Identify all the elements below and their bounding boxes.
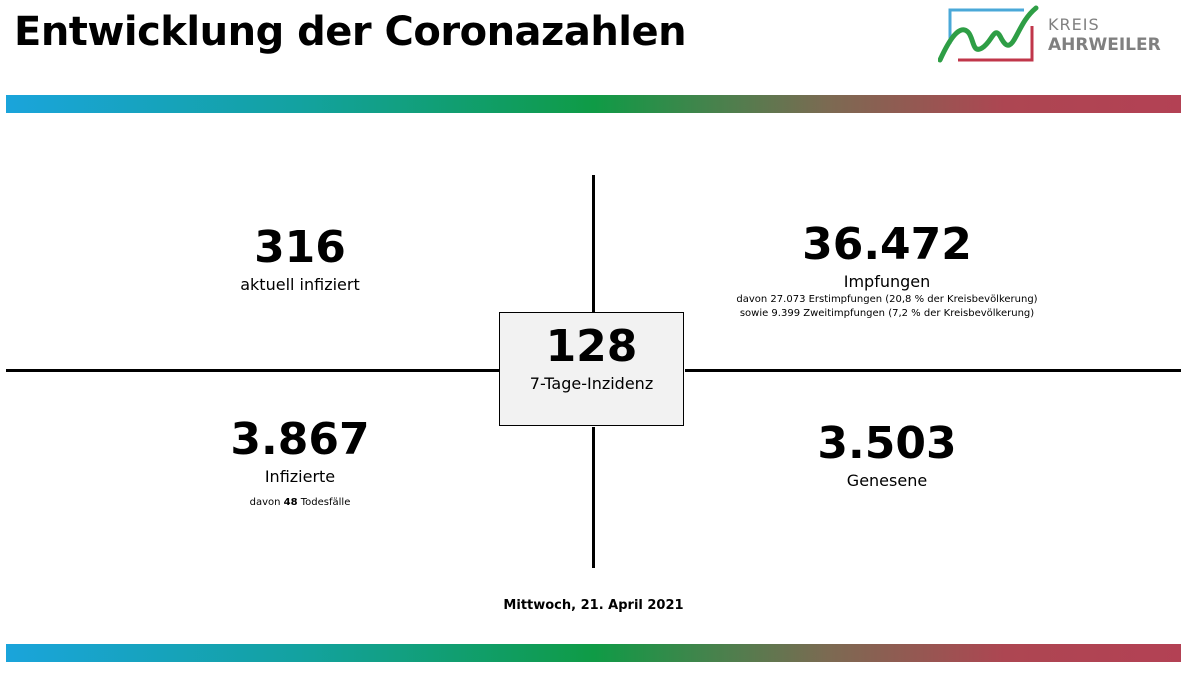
kreis-ahrweiler-logo: KREIS AHRWEILER xyxy=(938,4,1178,64)
report-date: Mittwoch, 21. April 2021 xyxy=(503,598,684,613)
logo-mark-icon xyxy=(938,5,1039,63)
infected-value: 3.867 xyxy=(230,414,370,465)
page-title: Entwicklung der Coronazahlen xyxy=(14,9,687,55)
incidence-label: 7-Tage-Inzidenz xyxy=(529,374,654,393)
vaccinations-label: Impfungen xyxy=(843,272,931,291)
incidence-box: 128 7-Tage-Inzidenz xyxy=(499,312,684,426)
horizontal-divider-right xyxy=(685,369,1181,372)
logo-text-kreis: KREIS xyxy=(1048,15,1100,34)
second-vaccinations-note: sowie 9.399 Zweitimpfungen (7,2 % der Kr… xyxy=(739,308,1035,319)
deaths-suffix: Todesfälle xyxy=(300,497,351,508)
recovered-label: Genesene xyxy=(846,471,928,490)
recovered-value: 3.503 xyxy=(817,418,957,469)
infected-panel: 3.867 Infizierte davon 48 Todesfälle xyxy=(150,414,450,510)
active-cases-label: aktuell infiziert xyxy=(240,275,360,294)
deaths-note: davon 48 Todesfälle xyxy=(150,496,450,510)
bottom-gradient-bar xyxy=(6,644,1181,662)
active-cases-panel: 316 aktuell infiziert xyxy=(150,222,450,296)
recovered-panel: 3.503 Genesene xyxy=(737,418,1037,492)
vaccinations-value: 36.472 xyxy=(802,219,972,270)
infected-label: Infizierte xyxy=(264,467,336,486)
logo-text-ahrweiler: AHRWEILER xyxy=(1048,35,1161,55)
vertical-divider-bottom xyxy=(592,427,595,568)
deaths-prefix: davon xyxy=(249,497,281,508)
vaccinations-panel: 36.472 Impfungen davon 27.073 Erstimpfun… xyxy=(687,219,1087,321)
active-cases-value: 316 xyxy=(254,222,346,273)
incidence-value: 128 xyxy=(545,321,638,372)
deaths-value: 48 xyxy=(283,497,298,508)
horizontal-divider-left xyxy=(6,369,500,372)
first-vaccinations-note: davon 27.073 Erstimpfungen (20,8 % der K… xyxy=(736,294,1038,305)
top-gradient-bar xyxy=(6,95,1181,113)
vertical-divider-top xyxy=(592,175,595,313)
